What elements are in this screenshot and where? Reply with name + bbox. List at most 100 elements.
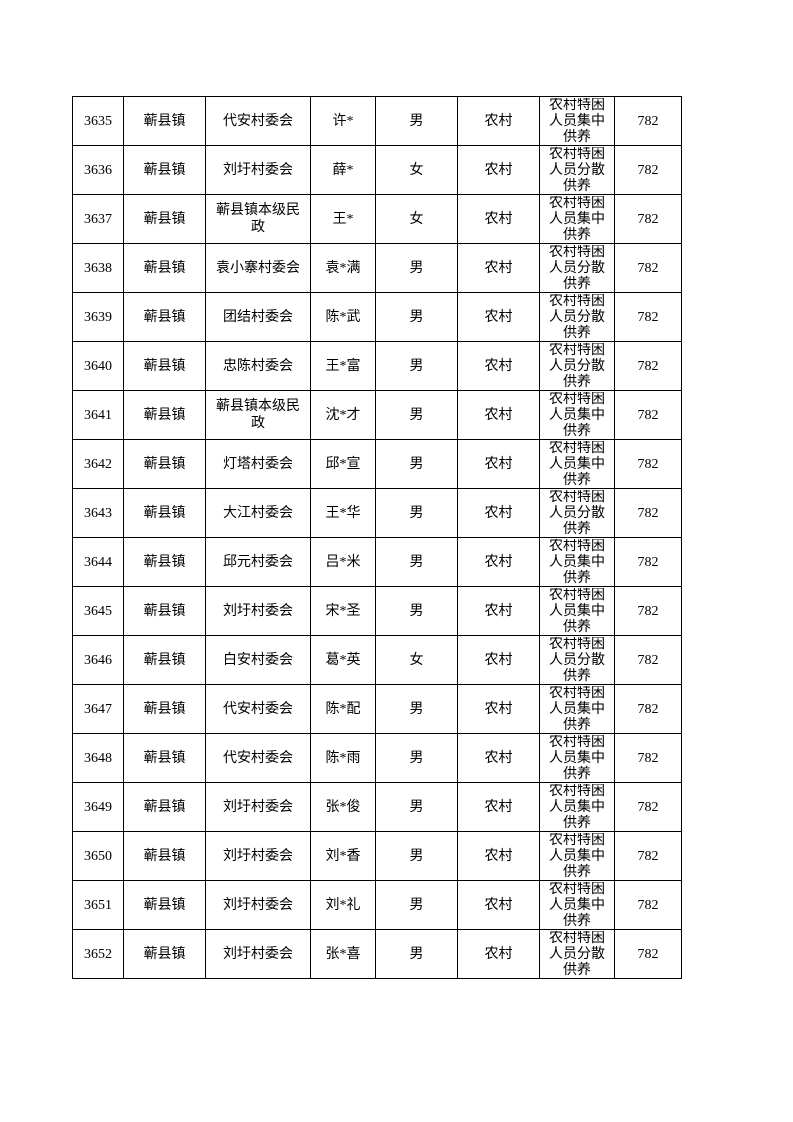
category-text: 农村特困人员分散供养 — [549, 637, 605, 684]
gender-cell: 男 — [375, 390, 458, 440]
name-cell: 王*富 — [310, 341, 376, 391]
table-row: 3644 蕲县镇 邱元村委会 吕*米男农村 农村特困人员集中供养 782 — [72, 537, 682, 587]
village-text: 忠陈村委会 — [223, 358, 293, 374]
category-cell: 农村特困人员集中供养 — [539, 390, 615, 440]
category-text: 农村特困人员集中供养 — [549, 441, 605, 488]
id-cell: 3637 — [72, 194, 124, 244]
area-cell: 农村 — [457, 292, 540, 342]
amount-cell: 782 — [614, 390, 682, 440]
village-text: 邱元村委会 — [223, 554, 293, 570]
village-cell: 刘圩村委会 — [205, 831, 311, 881]
village-text: 代安村委会 — [223, 750, 293, 766]
category-text: 农村特困人员分散供养 — [549, 245, 605, 292]
category-text: 农村特困人员集中供养 — [549, 98, 605, 145]
category-cell: 农村特困人员分散供养 — [539, 145, 615, 195]
name-cell: 许* — [310, 96, 376, 146]
town-cell: 蕲县镇 — [123, 586, 206, 636]
village-text: 刘圩村委会 — [223, 603, 293, 619]
amount-cell: 782 — [614, 341, 682, 391]
table-row: 3642 蕲县镇 灯塔村委会 邱*宣男农村 农村特困人员集中供养 782 — [72, 439, 682, 489]
name-cell: 沈*才 — [310, 390, 376, 440]
id-cell: 3651 — [72, 880, 124, 930]
amount-cell: 782 — [614, 635, 682, 685]
area-cell: 农村 — [457, 390, 540, 440]
name-cell: 刘*礼 — [310, 880, 376, 930]
area-cell: 农村 — [457, 635, 540, 685]
village-cell: 忠陈村委会 — [205, 341, 311, 391]
gender-cell: 男 — [375, 96, 458, 146]
village-cell: 刘圩村委会 — [205, 586, 311, 636]
table-row: 3636 蕲县镇 刘圩村委会 薛* 女农村 农村特困人员分散供养 782 — [72, 145, 682, 195]
name-cell: 陈*配 — [310, 684, 376, 734]
id-cell: 3649 — [72, 782, 124, 832]
village-cell: 刘圩村委会 — [205, 782, 311, 832]
category-text: 农村特困人员集中供养 — [549, 882, 605, 929]
id-cell: 3640 — [72, 341, 124, 391]
village-cell: 刘圩村委会 — [205, 145, 311, 195]
town-cell: 蕲县镇 — [123, 243, 206, 293]
category-text: 农村特困人员集中供养 — [549, 686, 605, 733]
amount-cell: 782 — [614, 145, 682, 195]
gender-cell: 女 — [375, 194, 458, 244]
table-row: 3641 蕲县镇 蕲县镇本级民政 沈*才男农村 农村特困人员集中供养 782 — [72, 390, 682, 440]
table-row: 3648 蕲县镇 代安村委会 陈*雨男农村 农村特困人员集中供养 782 — [72, 733, 682, 783]
category-cell: 农村特困人员集中供养 — [539, 96, 615, 146]
name-cell: 张*俊 — [310, 782, 376, 832]
gender-cell: 男 — [375, 929, 458, 979]
village-cell: 大江村委会 — [205, 488, 311, 538]
town-cell: 蕲县镇 — [123, 145, 206, 195]
village-text: 袁小寨村委会 — [216, 260, 300, 276]
amount-cell: 782 — [614, 684, 682, 734]
village-cell: 袁小寨村委会 — [205, 243, 311, 293]
village-cell: 代安村委会 — [205, 733, 311, 783]
area-cell: 农村 — [457, 488, 540, 538]
area-cell: 农村 — [457, 439, 540, 489]
village-cell: 刘圩村委会 — [205, 880, 311, 930]
table-row: 3645 蕲县镇 刘圩村委会 宋*圣男农村 农村特困人员集中供养 782 — [72, 586, 682, 636]
village-text: 灯塔村委会 — [223, 456, 293, 472]
gender-cell: 男 — [375, 439, 458, 489]
category-cell: 农村特困人员分散供养 — [539, 292, 615, 342]
town-cell: 蕲县镇 — [123, 194, 206, 244]
table-row: 3647 蕲县镇 代安村委会 陈*配男农村 农村特困人员集中供养 782 — [72, 684, 682, 734]
area-cell: 农村 — [457, 831, 540, 881]
id-cell: 3635 — [72, 96, 124, 146]
id-cell: 3648 — [72, 733, 124, 783]
gender-cell: 男 — [375, 586, 458, 636]
area-cell: 农村 — [457, 684, 540, 734]
amount-cell: 782 — [614, 782, 682, 832]
village-text: 代安村委会 — [223, 701, 293, 717]
name-cell: 王*华 — [310, 488, 376, 538]
village-cell: 蕲县镇本级民政 — [205, 194, 311, 244]
id-cell: 3646 — [72, 635, 124, 685]
id-cell: 3652 — [72, 929, 124, 979]
amount-cell: 782 — [614, 880, 682, 930]
area-cell: 农村 — [457, 733, 540, 783]
category-cell: 农村特困人员分散供养 — [539, 635, 615, 685]
area-cell: 农村 — [457, 929, 540, 979]
id-cell: 3638 — [72, 243, 124, 293]
amount-cell: 782 — [614, 243, 682, 293]
table-row: 3638 蕲县镇 袁小寨村委会 袁*满男农村 农村特困人员分散供养 782 — [72, 243, 682, 293]
gender-cell: 男 — [375, 684, 458, 734]
town-cell: 蕲县镇 — [123, 782, 206, 832]
town-cell: 蕲县镇 — [123, 292, 206, 342]
town-cell: 蕲县镇 — [123, 341, 206, 391]
village-text: 白安村委会 — [223, 652, 293, 668]
category-text: 农村特困人员分散供养 — [549, 931, 605, 978]
category-text: 农村特困人员集中供养 — [549, 392, 605, 439]
town-cell: 蕲县镇 — [123, 635, 206, 685]
data-table: 3635 蕲县镇 代安村委会 许* 男农村 农村特困人员集中供养 782 3636 蕲县镇 刘圩村… — [72, 96, 682, 979]
table-row: 3640 蕲县镇 忠陈村委会 王*富男农村 农村特困人员分散供养 782 — [72, 341, 682, 391]
area-cell: 农村 — [457, 586, 540, 636]
gender-cell: 男 — [375, 341, 458, 391]
category-cell: 农村特困人员集中供养 — [539, 537, 615, 587]
village-text: 团结村委会 — [223, 309, 293, 325]
village-cell: 灯塔村委会 — [205, 439, 311, 489]
town-cell: 蕲县镇 — [123, 537, 206, 587]
town-cell: 蕲县镇 — [123, 390, 206, 440]
table-row: 3639 蕲县镇 团结村委会 陈*武男农村 农村特困人员分散供养 782 — [72, 292, 682, 342]
name-cell: 葛*英 — [310, 635, 376, 685]
name-cell: 邱*宣 — [310, 439, 376, 489]
